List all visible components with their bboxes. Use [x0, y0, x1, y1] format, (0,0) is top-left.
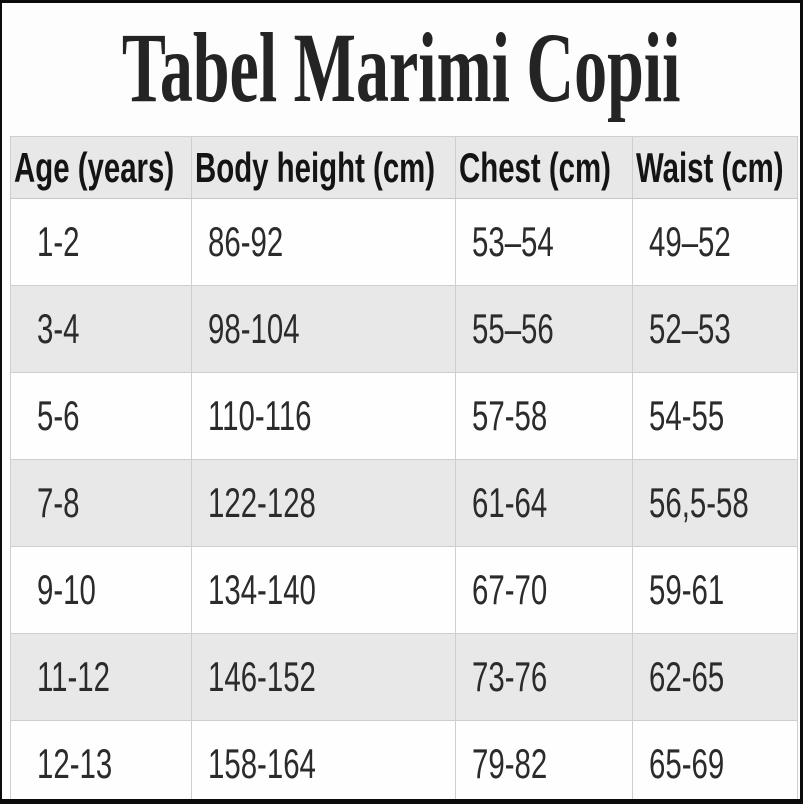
column-header-waist: Waist (cm): [632, 136, 798, 199]
cell-value: 98-104: [208, 305, 300, 352]
cell-value: 12-13: [37, 740, 113, 787]
table-cell-chest: 61-64: [455, 459, 633, 547]
cell-value: 59-61: [649, 566, 725, 613]
cell-value: 3-4: [37, 305, 80, 352]
column-header-age: Age (years): [10, 136, 192, 199]
column-header-age-label: Age (years): [14, 143, 175, 191]
cell-value: 79-82: [472, 740, 548, 787]
table-cell-waist: 49–52: [632, 198, 798, 286]
cell-value: 52–53: [649, 305, 731, 352]
table-cell-chest: 79-82: [455, 720, 633, 799]
table-row: 9-10 134-140 67-70 59-61: [10, 546, 798, 634]
cell-value: 86-92: [208, 218, 284, 265]
table-cell-height: 122-128: [191, 459, 456, 547]
table-row: 5-6 110-116 57-58 54-55: [10, 372, 798, 460]
table-cell-waist: 56,5-58: [632, 459, 798, 547]
table-cell-waist: 54-55: [632, 372, 798, 460]
table-cell-height: 158-164: [191, 720, 456, 799]
table-cell-height: 110-116: [191, 372, 456, 460]
table-cell-height: 146-152: [191, 633, 456, 721]
table-cell-chest: 67-70: [455, 546, 633, 634]
cell-value: 5-6: [37, 392, 80, 439]
table-cell-chest: 53–54: [455, 198, 633, 286]
column-header-body-height: Body height (cm): [191, 136, 456, 199]
table-cell-waist: 65-69: [632, 720, 798, 799]
cell-value: 54-55: [649, 392, 725, 439]
table-cell-height: 86-92: [191, 198, 456, 286]
table-cell-chest: 55–56: [455, 285, 633, 373]
table-row: 11-12 146-152 73-76 62-65: [10, 633, 798, 721]
table-row: 12-13 158-164 79-82 65-69: [10, 720, 798, 799]
cell-value: 62-65: [649, 653, 725, 700]
table-cell-age: 9-10: [10, 546, 192, 634]
page-title: Tabel Marimi Copii: [121, 12, 681, 123]
cell-value: 1-2: [37, 218, 80, 265]
cell-value: 146-152: [208, 653, 316, 700]
cell-value: 7-8: [37, 479, 80, 526]
cell-value: 73-76: [472, 653, 548, 700]
table-cell-height: 98-104: [191, 285, 456, 373]
cell-value: 49–52: [649, 218, 731, 265]
table-cell-age: 5-6: [10, 372, 192, 460]
column-header-chest-label: Chest (cm): [459, 143, 611, 191]
table-cell-chest: 73-76: [455, 633, 633, 721]
table-cell-waist: 59-61: [632, 546, 798, 634]
table-cell-age: 3-4: [10, 285, 192, 373]
column-header-waist-label: Waist (cm): [636, 143, 784, 191]
cell-value: 67-70: [472, 566, 548, 613]
table-row: 1-2 86-92 53–54 49–52: [10, 198, 798, 286]
table-cell-age: 7-8: [10, 459, 192, 547]
title-band: Tabel Marimi Copii: [2, 3, 800, 133]
cell-value: 110-116: [208, 392, 312, 439]
cell-value: 61-64: [472, 479, 548, 526]
table-cell-waist: 52–53: [632, 285, 798, 373]
column-header-chest: Chest (cm): [455, 136, 633, 199]
table-cell-waist: 62-65: [632, 633, 798, 721]
cell-value: 134-140: [208, 566, 316, 613]
table-cell-age: 11-12: [10, 633, 192, 721]
cell-value: 11-12: [37, 653, 111, 700]
table-row: 3-4 98-104 55–56 52–53: [10, 285, 798, 373]
table-cell-height: 134-140: [191, 546, 456, 634]
cell-value: 55–56: [472, 305, 554, 352]
cell-value: 122-128: [208, 479, 316, 526]
cell-value: 65-69: [649, 740, 725, 787]
column-header-body-height-label: Body height (cm): [195, 143, 436, 191]
table-cell-chest: 57-58: [455, 372, 633, 460]
cell-value: 56,5-58: [649, 479, 749, 526]
header-row: Age (years) Body height (cm) Chest (cm) …: [10, 136, 798, 199]
table-cell-age: 1-2: [10, 198, 192, 286]
cell-value: 158-164: [208, 740, 316, 787]
children-size-table: Age (years) Body height (cm) Chest (cm) …: [10, 136, 798, 799]
cell-value: 57-58: [472, 392, 548, 439]
cell-value: 9-10: [37, 566, 96, 613]
table-row: 7-8 122-128 61-64 56,5-58: [10, 459, 798, 547]
cell-value: 53–54: [472, 218, 554, 265]
table-cell-age: 12-13: [10, 720, 192, 799]
